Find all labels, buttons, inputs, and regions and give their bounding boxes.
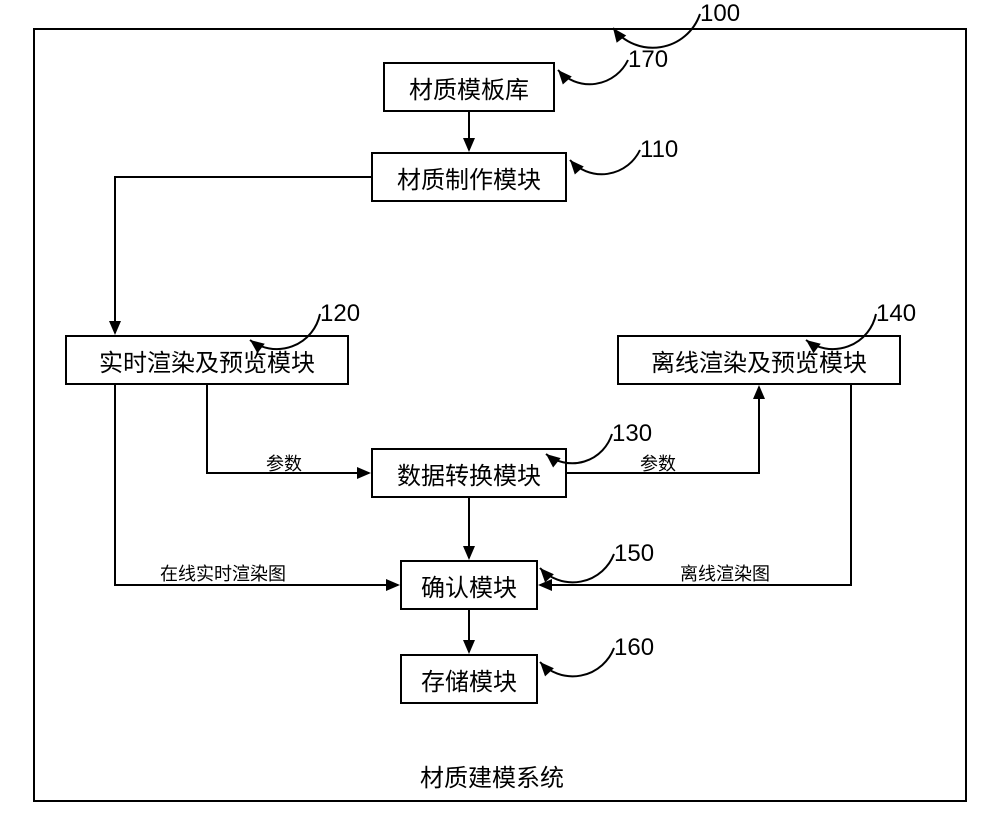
ref-label-150: 150	[614, 540, 654, 568]
node-label: 材质模板库	[409, 70, 529, 105]
ref-label-170: 170	[628, 46, 668, 74]
node-label: 数据转换模块	[397, 456, 541, 491]
node-realtime-render-preview: 实时渲染及预览模块	[65, 335, 349, 385]
node-offline-render-preview: 离线渲染及预览模块	[617, 335, 901, 385]
ref-label-110: 110	[640, 136, 678, 164]
ref-label-140: 140	[876, 300, 916, 328]
node-data-convert: 数据转换模块	[371, 448, 567, 498]
node-label: 实时渲染及预览模块	[99, 343, 315, 378]
node-confirm: 确认模块	[400, 560, 538, 610]
node-storage: 存储模块	[400, 654, 538, 704]
ref-label-130: 130	[612, 420, 652, 448]
node-label: 离线渲染及预览模块	[651, 343, 867, 378]
node-label: 确认模块	[421, 568, 517, 603]
ref-label-100: 100	[700, 0, 740, 28]
diagram-caption: 材质建模系统	[420, 758, 564, 793]
edge-label: 参数	[640, 450, 676, 476]
edge-label: 在线实时渲染图	[160, 560, 286, 586]
node-material-make-module: 材质制作模块	[371, 152, 567, 202]
edge-label: 参数	[266, 450, 302, 476]
edge-label: 离线渲染图	[680, 560, 770, 586]
ref-label-160: 160	[614, 634, 654, 662]
node-material-template-lib: 材质模板库	[383, 62, 555, 112]
node-label: 存储模块	[421, 662, 517, 697]
node-label: 材质制作模块	[397, 160, 541, 195]
ref-label-120: 120	[320, 300, 360, 328]
